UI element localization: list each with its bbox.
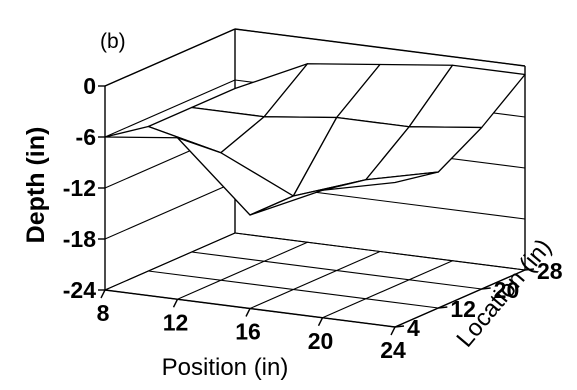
x-tick-mark [100,289,106,299]
panel-label: (b) [100,30,126,53]
y-tick-mark [394,325,405,328]
x-tick-mark [390,326,396,336]
frame-edge [394,269,526,328]
tick-marks [98,85,535,336]
x-tick-label: 20 [308,328,334,354]
y-tick-label: 4 [407,315,420,341]
y-axis-title: Location (in) [451,234,557,353]
y-tick-mark [438,306,448,309]
back-wall-gridline [234,232,526,271]
x-axis-title: Position (in) [162,354,289,381]
surface-mesh [104,63,526,216]
x-tick-mark [245,308,251,317]
y-tick-label: 12 [450,296,476,322]
z-axis-title: Depth (in) [22,127,50,244]
left-wall-gridline [104,181,236,240]
x-tick-mark [317,317,324,327]
x-tick-label: 8 [97,300,110,326]
left-wall-gridline [104,79,236,138]
floor-gridline-x [322,260,453,319]
z-tick-label: -12 [63,175,96,201]
frame-edge [104,28,236,87]
surface-cell [321,171,439,191]
z-tick-label: -18 [63,226,96,252]
x-tick-label: 12 [163,309,189,335]
x-tick-label: 16 [235,319,261,345]
floor-gridline-y [191,251,482,290]
y-tick-label: 28 [537,258,563,284]
z-tick-label: 0 [83,73,96,99]
floor-gridline-x [177,241,308,300]
z-tick-label: -6 [76,124,96,150]
floor-gridline-x [249,250,381,310]
y-tick-mark [481,287,491,290]
y-tick-label: 20 [494,277,520,303]
x-tick-label: 24 [380,337,406,363]
frame-edge [234,28,526,67]
x-tick-mark [172,298,179,308]
left-wall-gridline [104,232,236,291]
z-tick-label: -24 [63,277,96,303]
tick-labels: 8 12 16 20 244 12 20 28 0 -6 -12 -18 -24 [63,73,563,363]
y-tick-mark [524,268,535,271]
floor-gridline-y [148,270,439,309]
